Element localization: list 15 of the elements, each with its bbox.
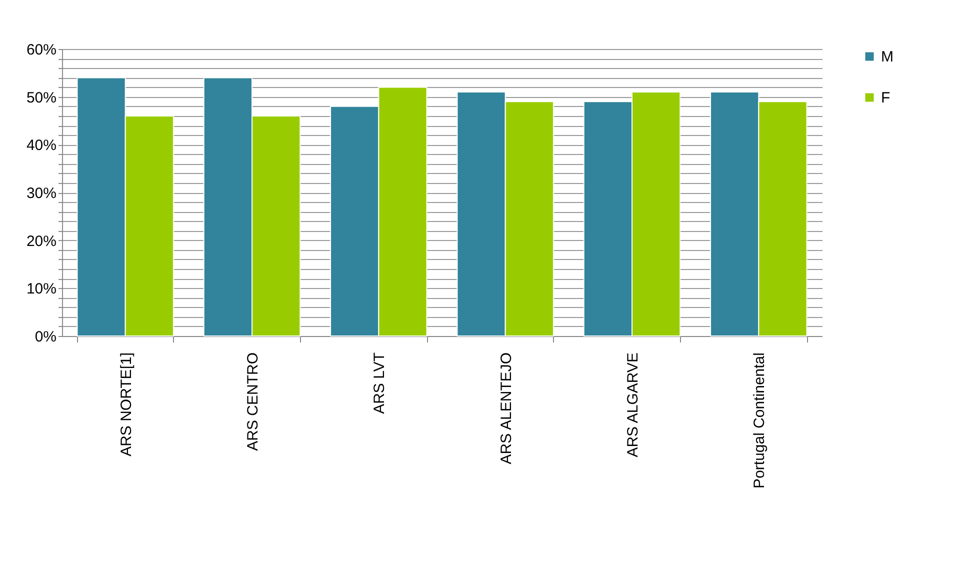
x-tick-label: ARS NORTE[1] — [118, 352, 135, 456]
y-tick-label: 20% — [26, 232, 56, 250]
y-tick-label: 30% — [26, 185, 56, 202]
y-tick-label: 50% — [26, 89, 56, 106]
x-tick-label: Portugal Continental — [751, 352, 768, 488]
y-tick-label: 60% — [26, 42, 56, 58]
y-tick-label: 40% — [26, 137, 56, 154]
x-tick-label: ARS ALGARVE — [624, 352, 642, 458]
y-tick-label: 0% — [34, 328, 56, 346]
legend-label: M — [881, 48, 894, 66]
x-tick-label: ARS LVT — [371, 352, 388, 414]
legend-label: F — [881, 90, 890, 106]
y-tick-label: 10% — [26, 280, 56, 298]
x-tick-label: ARS ALENTEJO — [498, 352, 515, 464]
x-tick-label: ARS CENTRO — [244, 352, 262, 451]
